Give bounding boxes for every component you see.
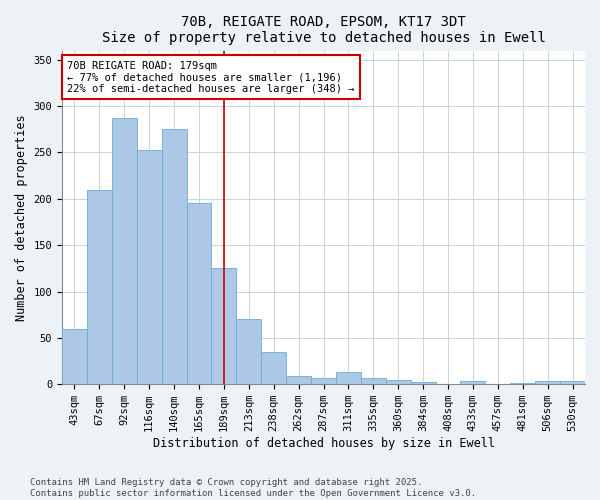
Bar [261, 352, 286, 384]
Y-axis label: Number of detached properties: Number of detached properties [15, 114, 28, 320]
Bar [535, 382, 560, 384]
Bar [87, 190, 112, 384]
Bar [336, 372, 361, 384]
Bar [187, 204, 211, 384]
X-axis label: Distribution of detached houses by size in Ewell: Distribution of detached houses by size … [152, 437, 494, 450]
Bar [386, 380, 410, 384]
Bar [236, 320, 261, 384]
Bar [286, 376, 311, 384]
Bar [311, 378, 336, 384]
Bar [211, 268, 236, 384]
Bar [137, 150, 161, 384]
Bar [460, 382, 485, 384]
Bar [361, 378, 386, 384]
Text: Contains HM Land Registry data © Crown copyright and database right 2025.
Contai: Contains HM Land Registry data © Crown c… [30, 478, 476, 498]
Text: 70B REIGATE ROAD: 179sqm
← 77% of detached houses are smaller (1,196)
22% of sem: 70B REIGATE ROAD: 179sqm ← 77% of detach… [67, 60, 355, 94]
Bar [112, 118, 137, 384]
Title: 70B, REIGATE ROAD, EPSOM, KT17 3DT
Size of property relative to detached houses : 70B, REIGATE ROAD, EPSOM, KT17 3DT Size … [101, 15, 545, 45]
Bar [410, 382, 436, 384]
Bar [161, 130, 187, 384]
Bar [62, 328, 87, 384]
Bar [560, 380, 585, 384]
